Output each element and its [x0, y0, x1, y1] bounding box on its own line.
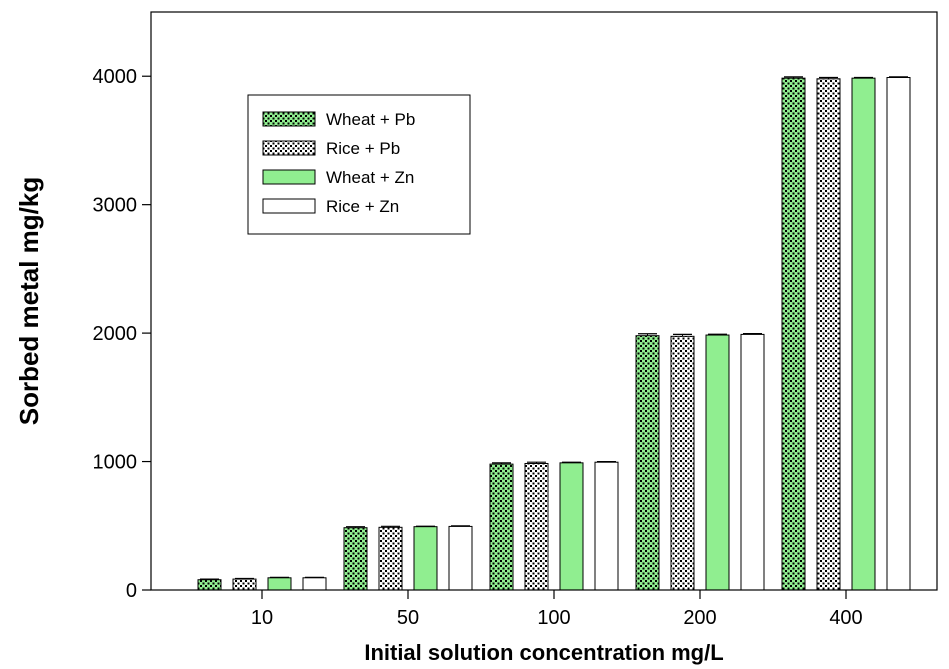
- error-bar-rice-pb-10: [235, 577, 254, 580]
- error-bar-wheat-pb-100: [492, 462, 511, 465]
- error-bar-wheat-pb-200: [638, 333, 657, 336]
- bar-rice-pb-100: [524, 462, 549, 591]
- bar-wheat-pb-10: [197, 579, 222, 591]
- bar-rice-zn-100: [594, 461, 619, 591]
- legend: Wheat + Pb Rice + Pb Wheat + Zn Rice + Zn: [247, 94, 471, 235]
- bar-rice-zn-10: [302, 577, 327, 591]
- bar-rice-zn-50: [448, 525, 473, 591]
- error-bar-rice-pb-50: [381, 525, 400, 528]
- y-tick-label-0: 0: [126, 580, 137, 602]
- error-bar-rice-pb-400: [819, 76, 838, 79]
- bars-layer: [197, 77, 911, 591]
- error-bar-wheat-pb-50: [346, 526, 365, 528]
- x-tick-label-100: 100: [537, 607, 570, 629]
- bar-rice-pb-10: [232, 578, 257, 591]
- bar-wheat-pb-200: [635, 335, 660, 591]
- legend-swatch-wheat-zn: [262, 169, 316, 185]
- y-tick-label-4000: 4000: [93, 66, 138, 88]
- y-tick-label-3000: 3000: [93, 195, 138, 217]
- error-bar-wheat-pb-10: [200, 578, 219, 580]
- legend-label-rice-zn: Rice + Zn: [326, 197, 399, 216]
- error-bar-rice-pb-200: [673, 333, 692, 337]
- error-bar-wheat-zn-50: [416, 525, 435, 527]
- legend-label-wheat-pb: Wheat + Pb: [326, 110, 415, 129]
- y-axis-title: Sorbed metal mg/kg: [14, 177, 44, 426]
- x-axis-title: Initial solution concentration mg/L: [364, 640, 723, 665]
- error-bar-rice-zn-400: [889, 76, 908, 78]
- x-tick-label-200: 200: [683, 607, 716, 629]
- error-bar-rice-zn-200: [743, 333, 762, 335]
- bar-wheat-pb-50: [343, 527, 368, 591]
- legend-label-rice-pb: Rice + Pb: [326, 139, 400, 158]
- bar-wheat-zn-50: [413, 526, 438, 591]
- x-tick-label-10: 10: [251, 607, 273, 629]
- error-bars-layer: [200, 76, 908, 580]
- error-bar-rice-pb-100: [527, 461, 546, 464]
- bar-wheat-zn-100: [559, 462, 584, 591]
- x-tick-label-400: 400: [829, 607, 862, 629]
- bar-wheat-pb-400: [781, 77, 806, 591]
- plot-frame: [150, 11, 938, 591]
- error-bar-wheat-zn-100: [562, 461, 581, 463]
- x-axis-ticks: 10 50 100 200 400: [251, 590, 863, 629]
- bar-rice-pb-200: [670, 335, 695, 591]
- error-bar-rice-zn-100: [597, 460, 616, 463]
- bar-rice-zn-400: [886, 77, 911, 591]
- y-tick-label-1000: 1000: [93, 452, 138, 474]
- error-bar-wheat-zn-400: [854, 76, 873, 79]
- bar-rice-zn-200: [740, 333, 765, 591]
- y-tick-label-2000: 2000: [93, 323, 138, 345]
- x-tick-label-50: 50: [397, 607, 419, 629]
- bar-rice-pb-50: [378, 526, 403, 591]
- error-bar-wheat-pb-400: [784, 76, 803, 79]
- bar-wheat-zn-200: [705, 334, 730, 591]
- bar-wheat-zn-400: [851, 77, 876, 591]
- error-bar-rice-zn-50: [451, 525, 470, 527]
- legend-label-wheat-zn: Wheat + Zn: [326, 168, 414, 187]
- bar-wheat-zn-10: [267, 577, 292, 591]
- legend-swatch-rice-zn: [262, 198, 316, 214]
- error-bar-wheat-zn-200: [708, 333, 727, 336]
- legend-swatch-rice-pb: [262, 140, 316, 156]
- legend-swatch-wheat-pb: [262, 111, 316, 127]
- y-axis-ticks: 0 1000 2000 3000 4000: [93, 66, 151, 602]
- bar-rice-pb-400: [816, 78, 841, 591]
- bar-wheat-pb-100: [489, 463, 514, 591]
